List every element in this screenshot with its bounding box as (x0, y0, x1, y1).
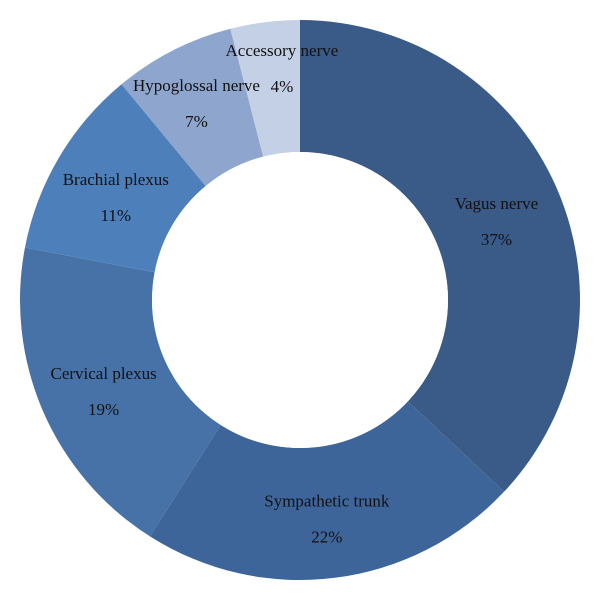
slice-value-vagus-nerve: 37% (481, 230, 512, 249)
donut-hole (152, 152, 448, 448)
slice-sympathetic-trunk (149, 401, 505, 580)
slices-layer (20, 20, 580, 580)
slice-accessory-nerve (230, 20, 300, 157)
slice-label-brachial-plexus: Brachial plexus (63, 170, 169, 189)
slice-value-hypoglossal-nerve: 7% (185, 112, 208, 131)
slice-label-vagus-nerve: Vagus nerve (455, 194, 539, 213)
slice-label-accessory-nerve: Accessory nerve (226, 41, 339, 60)
slice-value-cervical-plexus: 19% (88, 400, 119, 419)
slice-value-brachial-plexus: 11% (101, 206, 132, 225)
slice-brachial-plexus (24, 84, 206, 273)
slice-label-hypoglossal-nerve: Hypoglossal nerve (133, 76, 260, 95)
slice-vagus-nerve (300, 20, 580, 492)
slice-hypoglossal-nerve (121, 28, 264, 186)
slice-cervical-plexus (20, 247, 221, 537)
slice-label-cervical-plexus: Cervical plexus (50, 364, 156, 383)
slice-label-sympathetic-trunk: Sympathetic trunk (264, 491, 390, 510)
slice-value-sympathetic-trunk: 22% (311, 527, 342, 546)
slice-value-accessory-nerve: 4% (271, 77, 294, 96)
labels-layer: Vagus nerve 37% Sympathetic trunk 22% Cervic… (50, 41, 538, 546)
